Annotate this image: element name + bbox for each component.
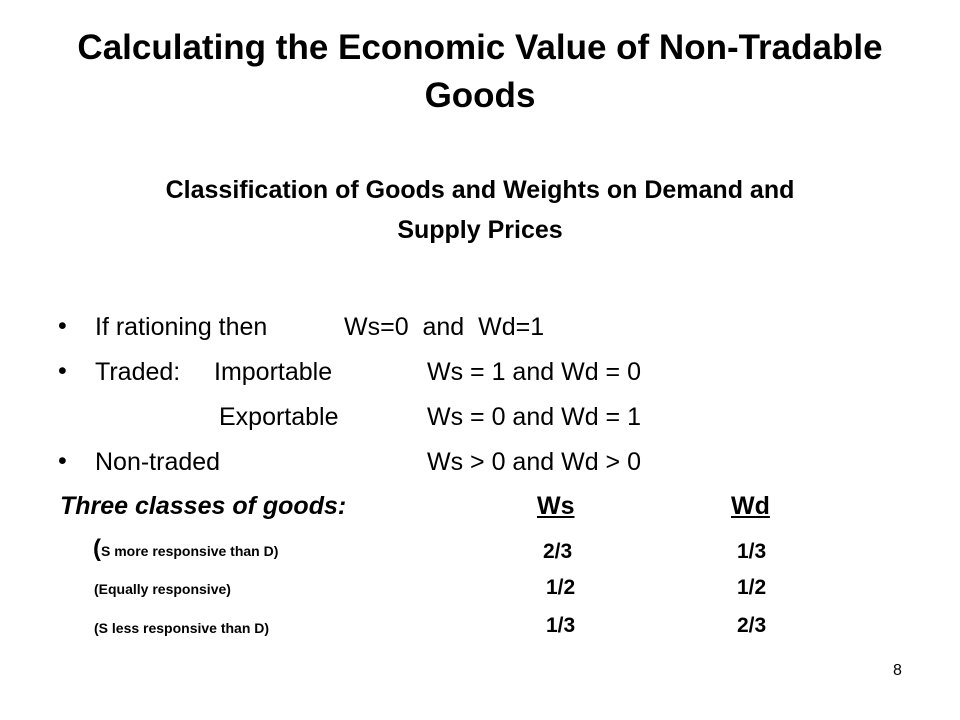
bullet-marker: • bbox=[58, 447, 67, 475]
class-row-wd-value: 1/3 bbox=[737, 540, 767, 563]
class-row-ws-value: 2/3 bbox=[543, 540, 573, 563]
column-header-ws: Ws bbox=[537, 492, 575, 520]
slide-subtitle-line-2: Supply Prices bbox=[397, 216, 563, 244]
slide-title-line-1: Calculating the Economic Value of Non-Tr… bbox=[77, 28, 883, 67]
column-header-wd: Wd bbox=[731, 492, 770, 520]
bullet-traded-exportable: Exportable bbox=[219, 403, 339, 431]
bullet-rationing-label: If rationing then bbox=[95, 313, 268, 341]
bullet-traded-label: Traded: bbox=[95, 358, 181, 386]
bullet-rationing-value: Ws=0 and Wd=1 bbox=[344, 313, 545, 341]
slide-title-line-2: Goods bbox=[424, 76, 536, 115]
page-number: 8 bbox=[893, 662, 902, 679]
row-label-text: S more responsive than D) bbox=[101, 543, 279, 559]
row-label-paren: ( bbox=[93, 535, 101, 562]
class-row-ws-value: 1/3 bbox=[546, 614, 576, 637]
classes-heading: Three classes of goods: bbox=[60, 492, 347, 520]
slide-subtitle-line-1: Classification of Goods and Weights on D… bbox=[165, 176, 795, 204]
bullet-traded-importable: Importable bbox=[214, 358, 333, 386]
bullet-nontraded-label: Non-traded bbox=[95, 448, 221, 476]
bullet-traded-importable-value: Ws = 1 and Wd = 0 bbox=[427, 358, 641, 386]
slide-subtitle: Classification of Goods and Weights on D… bbox=[40, 170, 920, 250]
class-row-label: (S less responsive than D) bbox=[94, 620, 270, 636]
slide-title: Calculating the Economic Value of Non-Tr… bbox=[20, 24, 940, 120]
class-row-wd-value: 2/3 bbox=[737, 614, 767, 637]
bullet-nontraded-value: Ws > 0 and Wd > 0 bbox=[427, 448, 641, 476]
class-row-label: (S more responsive than D) bbox=[93, 535, 278, 563]
bullet-traded-exportable-value: Ws = 0 and Wd = 1 bbox=[427, 403, 641, 431]
class-row-wd-value: 1/2 bbox=[737, 576, 767, 599]
bullet-marker: • bbox=[58, 357, 67, 385]
class-row-ws-value: 1/2 bbox=[546, 576, 576, 599]
bullet-marker: • bbox=[58, 312, 67, 340]
class-row-label: (Equally responsive) bbox=[94, 581, 231, 597]
